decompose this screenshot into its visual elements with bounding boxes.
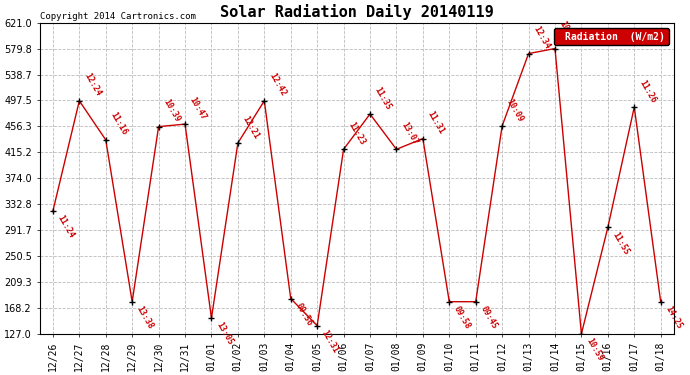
Text: 10:09: 10:09 (558, 20, 578, 46)
Text: 09:56: 09:56 (293, 302, 314, 327)
Text: 12:34: 12:34 (531, 25, 551, 51)
Text: 13:38: 13:38 (135, 304, 155, 331)
Text: 12:31: 12:31 (320, 328, 340, 354)
Text: 12:21: 12:21 (241, 114, 261, 140)
Title: Solar Radiation Daily 20140119: Solar Radiation Daily 20140119 (220, 4, 493, 20)
Text: 13:07: 13:07 (400, 120, 420, 147)
Text: 10:39: 10:39 (161, 98, 181, 124)
Text: 11:23: 11:23 (346, 120, 366, 147)
Text: 10:47: 10:47 (188, 95, 208, 122)
Text: Copyright 2014 Cartronics.com: Copyright 2014 Cartronics.com (40, 12, 195, 21)
Text: 13:05: 13:05 (214, 321, 235, 347)
Text: 11:16: 11:16 (108, 111, 129, 137)
Text: 11:55: 11:55 (611, 230, 631, 256)
Text: 10:09: 10:09 (505, 97, 525, 123)
Text: 12:42: 12:42 (267, 72, 287, 98)
Text: 14:25: 14:25 (664, 304, 684, 331)
Text: 11:31: 11:31 (426, 110, 446, 136)
Text: 09:58: 09:58 (452, 304, 473, 331)
Text: 10:59: 10:59 (584, 337, 604, 363)
Text: 11:24: 11:24 (56, 214, 76, 240)
Text: 11:35: 11:35 (373, 85, 393, 111)
Text: 12:24: 12:24 (82, 72, 102, 98)
Legend: Radiation  (W/m2): Radiation (W/m2) (553, 28, 669, 45)
Text: 11:26: 11:26 (637, 78, 658, 104)
Text: 09:45: 09:45 (478, 304, 499, 331)
